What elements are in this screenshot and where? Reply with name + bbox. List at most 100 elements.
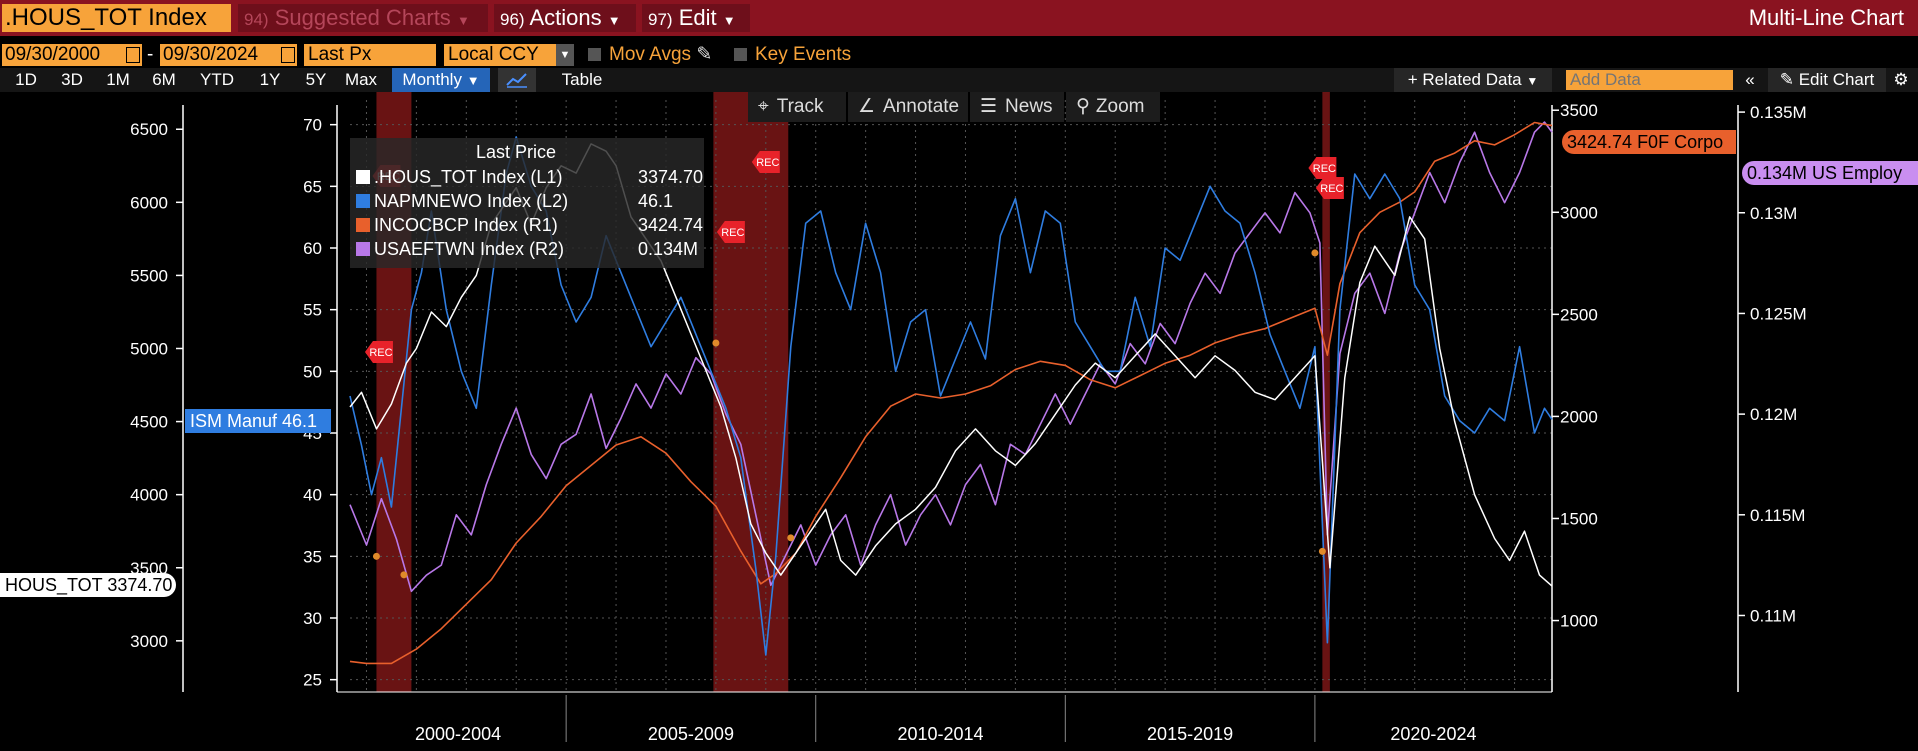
tick-label-l1: 4000 <box>130 486 168 505</box>
legend-entry[interactable]: USAEFTWN Index (R2) 0.134M <box>356 238 698 260</box>
recession-marker <box>1315 177 1344 199</box>
legend-label: INCOCBCP Index <box>374 215 518 235</box>
key-events-toggle[interactable]: Key Events <box>734 44 851 66</box>
mov-avgs-toggle[interactable]: Mov Avgs ✎ <box>588 44 712 66</box>
currency-select[interactable]: Local CCY <box>444 44 574 66</box>
tick-label-l2: 55 <box>303 301 322 320</box>
table-button[interactable]: Table <box>561 70 603 89</box>
range-button-5y[interactable]: 5Y <box>305 70 327 89</box>
suggested-charts-num: 94) <box>244 10 269 29</box>
x-category-label: 2020-2024 <box>1390 724 1476 744</box>
annotate-tool[interactable]: ∠ Annotate <box>848 92 968 122</box>
legend-swatch <box>356 218 370 232</box>
range-button-6m[interactable]: 6M <box>152 70 176 89</box>
crosshair-icon: ⌖ <box>758 96 769 117</box>
tick-label-l2: 35 <box>303 547 322 566</box>
legend-entry[interactable]: .HOUS_TOT Index (L1) 3374.70 <box>356 166 703 188</box>
chevron-down-icon: ▼ <box>456 13 470 28</box>
collapse-icon[interactable]: « <box>1745 70 1755 89</box>
recession-band <box>1322 92 1330 692</box>
legend: Last Price .HOUS_TOT Index (L1) 3374.70 N… <box>350 138 704 268</box>
x-category-label: 2000-2004 <box>415 724 501 744</box>
period-select[interactable]: Monthly ▼ <box>392 68 490 92</box>
range-button-1m[interactable]: 1M <box>106 70 130 89</box>
range-button-ytd[interactable]: YTD <box>200 70 234 89</box>
range-button-3d[interactable]: 3D <box>61 70 83 89</box>
annotate-icon: ∠ <box>858 96 876 117</box>
line-chart-icon[interactable] <box>498 68 536 92</box>
range-button-1y[interactable]: 1Y <box>259 70 281 89</box>
tick-label-l1: 6500 <box>130 120 168 139</box>
gear-icon[interactable]: ⚙ <box>1893 70 1909 89</box>
tick-label-l1: 5000 <box>130 339 168 358</box>
actions-menu[interactable]: 96) Actions ▼ <box>494 4 636 32</box>
recession-marker-label: REC <box>756 157 779 169</box>
recession-marker <box>1308 157 1337 179</box>
zoom-label: Zoom <box>1095 96 1145 117</box>
checkbox-icon <box>734 48 747 62</box>
ticker-field[interactable]: .HOUS_TOT Index <box>2 4 231 32</box>
calendar-icon[interactable] <box>281 47 295 63</box>
legend-swatch <box>356 194 370 208</box>
legend-swatch <box>356 242 370 256</box>
annotate-label: Annotate <box>883 96 960 117</box>
tick-label-l2: 70 <box>303 116 322 135</box>
chevron-down-icon: ▼ <box>607 13 621 28</box>
tick-label-l2: 60 <box>303 239 322 258</box>
zoom-icon: ⚲ <box>1076 96 1090 117</box>
related-data-button[interactable]: + Related Data ▼ <box>1394 68 1552 92</box>
pencil-icon: ✎ <box>1779 70 1794 89</box>
legend-value: 3424.74 <box>638 215 704 235</box>
tick-label-l2: 25 <box>303 671 322 690</box>
legend-axis: (L2) <box>536 191 569 211</box>
tick-label-l1: 6000 <box>130 193 168 212</box>
field-select[interactable]: Last Px <box>304 44 436 66</box>
event-dot <box>787 534 795 542</box>
legend-entry[interactable]: NAPMNEWO Index (L2) 46.1 <box>356 190 673 212</box>
zoom-tool[interactable]: ⚲ Zoom <box>1066 92 1160 122</box>
event-dot <box>1311 249 1319 257</box>
recession-marker <box>364 341 393 363</box>
plus-icon: + <box>1407 70 1418 89</box>
related-data-label: Related Data <box>1422 70 1522 89</box>
start-date-input[interactable]: 09/30/2000 <box>2 44 142 66</box>
range-button-1d[interactable]: 1D <box>15 70 37 89</box>
legend-axis: (R2) <box>529 239 565 259</box>
add-data-input[interactable] <box>1566 70 1733 90</box>
tick-label-l1: 4500 <box>130 413 168 432</box>
edit-num: 97) <box>648 10 673 29</box>
suggested-charts-menu[interactable]: 94) Suggested Charts ▼ <box>238 4 488 32</box>
chevron-down-icon: ▼ <box>1526 74 1539 88</box>
legend-swatch <box>356 170 370 184</box>
track-tool[interactable]: ⌖ Track <box>748 92 846 122</box>
recession-marker-label: REC <box>721 227 744 239</box>
chevron-down-icon[interactable]: ▼ <box>556 44 574 66</box>
tick-label-l2: 40 <box>303 486 322 505</box>
calendar-icon[interactable] <box>126 47 140 63</box>
actions-label: Actions <box>529 5 602 30</box>
edit-chart-button[interactable]: ✎ Edit Chart <box>1768 68 1886 92</box>
x-category-label: 2010-2014 <box>897 724 983 744</box>
legend-axis: (R1) <box>522 215 558 235</box>
series-line-incocbcpindex <box>349 121 1553 665</box>
recession-marker-label: REC <box>369 347 392 359</box>
recession-marker-label: REC <box>1320 183 1343 195</box>
legend-label: NAPMNEWO Index <box>374 191 532 211</box>
tick-label-r1: 2500 <box>1560 305 1598 324</box>
recession-marker-label: REC <box>1313 163 1336 175</box>
end-date-input[interactable]: 09/30/2024 <box>160 44 297 66</box>
hous-tot-tag: HOUS_TOT 3374.70 <box>0 573 176 597</box>
us-employ-tag: 0.134M US Employ <box>1742 161 1918 185</box>
x-category-label: 2015-2019 <box>1147 724 1233 744</box>
mov-avgs-label: Mov Avgs <box>609 44 692 65</box>
tick-label-r1: 1000 <box>1560 612 1598 631</box>
legend-entry[interactable]: INCOCBCP Index (R1) 3424.74 <box>356 214 703 236</box>
news-tool[interactable]: ☰ News <box>970 92 1064 122</box>
legend-value: 0.134M <box>638 239 699 259</box>
legend-value: 46.1 <box>638 191 674 211</box>
tick-label-r1: 2000 <box>1560 407 1598 426</box>
edit-menu[interactable]: 97) Edit ▼ <box>642 4 750 32</box>
tick-label-r1: 3500 <box>1560 101 1598 120</box>
range-button-max[interactable]: Max <box>344 70 378 89</box>
edit-label: Edit <box>678 5 717 30</box>
